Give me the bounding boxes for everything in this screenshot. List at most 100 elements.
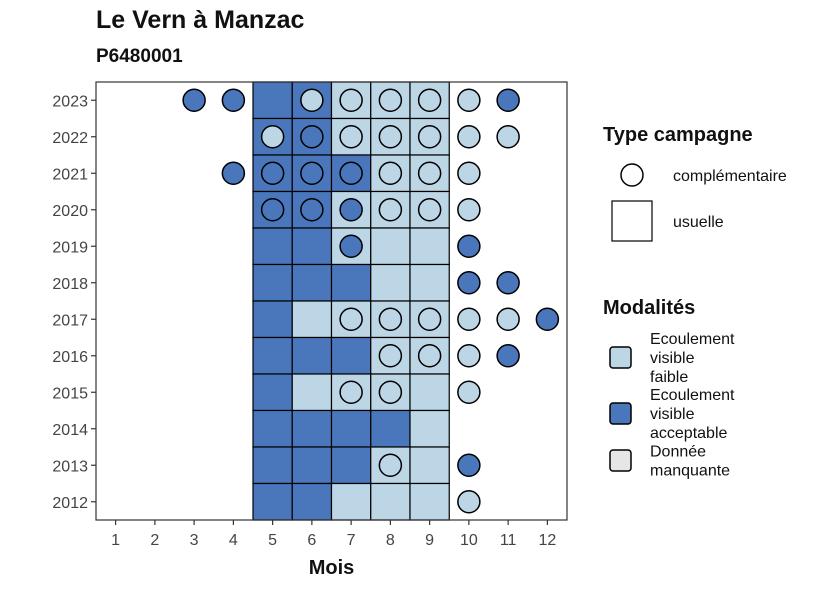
point-complementaire xyxy=(496,125,520,149)
point-complementaire xyxy=(260,125,285,149)
tile-usuelle xyxy=(370,263,411,302)
point-complementaire xyxy=(339,307,363,331)
point-complementaire xyxy=(496,271,520,295)
tile-usuelle xyxy=(291,263,333,302)
tile-usuelle xyxy=(409,227,450,266)
x-tick-label: 10 xyxy=(460,532,478,549)
point-complementaire xyxy=(339,380,363,404)
x-tick-label: 11 xyxy=(500,532,517,549)
axes: 2023 2022 2021 2020 2019 2018 2017 2016 2015 2014… xyxy=(52,93,556,579)
point-complementaire xyxy=(457,234,481,258)
x-tick-label: 12 xyxy=(538,532,556,549)
point-complementaire xyxy=(457,380,481,404)
tile-usuelle xyxy=(370,482,411,521)
y-tick-label: 2016 xyxy=(52,349,88,366)
x-tick-label: 6 xyxy=(307,532,316,549)
tile-usuelle xyxy=(330,336,372,375)
point-complementaire xyxy=(457,307,481,331)
tile-usuelle xyxy=(291,409,333,448)
point-complementaire xyxy=(457,198,481,222)
point-complementaire xyxy=(457,271,481,295)
x-tick-label: 2 xyxy=(150,532,159,549)
tile-usuelle xyxy=(252,81,293,120)
y-tick-label: 2021 xyxy=(52,166,88,183)
legend-modalite-label: manquante xyxy=(650,463,730,480)
chart-subtitle: P6480001 xyxy=(96,46,183,67)
point-complementaire xyxy=(378,453,403,477)
y-tick-label: 2012 xyxy=(52,495,88,512)
legend-type-square-key xyxy=(611,200,653,242)
legend-modalite-key xyxy=(609,402,632,425)
y-tick-label: 2019 xyxy=(52,239,88,256)
y-tick-label: 2013 xyxy=(52,458,88,475)
point-complementaire xyxy=(378,125,403,149)
tile-usuelle xyxy=(252,263,293,302)
tile-usuelle xyxy=(370,409,411,448)
point-complementaire xyxy=(378,161,403,185)
x-tick-label: 3 xyxy=(190,532,199,549)
tile-usuelle xyxy=(291,227,333,266)
plot-area xyxy=(95,81,568,521)
tile-usuelle xyxy=(291,336,333,375)
point-complementaire xyxy=(339,88,363,112)
tile-usuelle xyxy=(291,373,333,412)
x-axis-title: Mois xyxy=(309,557,355,579)
point-complementaire xyxy=(417,198,442,222)
legend-type-circle-key xyxy=(620,163,644,187)
point-complementaire xyxy=(300,88,324,112)
x-tick-label: 9 xyxy=(425,532,434,549)
point-complementaire xyxy=(457,344,481,368)
point-complementaire xyxy=(457,490,481,514)
x-tick-label: 7 xyxy=(347,532,356,549)
point-complementaire xyxy=(496,344,520,368)
tile-usuelle xyxy=(409,446,450,485)
point-complementaire xyxy=(378,307,403,331)
point-complementaire xyxy=(457,125,481,149)
tile-usuelle xyxy=(370,446,411,485)
tile-usuelle xyxy=(252,482,293,521)
tile-usuelle xyxy=(291,482,333,521)
tile-usuelle xyxy=(252,300,293,339)
legend-modalite-key xyxy=(609,449,632,472)
tile-usuelle xyxy=(409,409,450,448)
y-tick-label: 2017 xyxy=(52,312,88,329)
y-tick-label: 2022 xyxy=(52,130,88,147)
point-complementaire xyxy=(417,307,442,331)
point-complementaire xyxy=(457,453,481,477)
legend-modalite-label: Ecoulement xyxy=(650,331,735,348)
point-complementaire xyxy=(457,161,481,185)
point-complementaire xyxy=(339,198,363,222)
y-tick-label: 2014 xyxy=(52,422,88,439)
legend-type-title: Type campagne xyxy=(603,124,753,146)
tile-usuelle xyxy=(330,409,372,448)
point-complementaire xyxy=(221,161,246,185)
point-complementaire xyxy=(339,125,363,149)
x-tick-label: 4 xyxy=(229,532,238,549)
tile-usuelle xyxy=(409,263,450,302)
y-tick-label: 2023 xyxy=(52,93,88,110)
point-complementaire xyxy=(300,161,324,185)
y-tick-label: 2015 xyxy=(52,385,88,402)
legend-modalite-label: faible xyxy=(650,369,688,386)
point-complementaire xyxy=(182,88,206,112)
legend-modalite-label: acceptable xyxy=(650,425,727,442)
legend-modalite-label: visible xyxy=(650,406,695,423)
tile-usuelle xyxy=(291,300,333,339)
point-complementaire xyxy=(300,125,324,149)
legend-type-label: usuelle xyxy=(673,214,724,231)
legends: Type campagne complémentaire usuelle Modali… xyxy=(603,124,787,480)
tile-usuelle xyxy=(252,336,293,375)
tile-usuelle xyxy=(252,227,293,266)
point-complementaire xyxy=(260,198,285,222)
point-complementaire xyxy=(417,161,442,185)
legend-modalite-label: visible xyxy=(650,350,695,367)
x-tick-label: 1 xyxy=(111,532,120,549)
point-complementaire xyxy=(260,161,285,185)
point-complementaire xyxy=(378,344,403,368)
tile-usuelle xyxy=(409,373,450,412)
tile-usuelle xyxy=(330,446,372,485)
legend-modalite-key xyxy=(609,346,632,369)
point-complementaire xyxy=(496,88,520,112)
point-complementaire xyxy=(300,198,324,222)
legend-modalite-label: Ecoulement xyxy=(650,387,735,404)
